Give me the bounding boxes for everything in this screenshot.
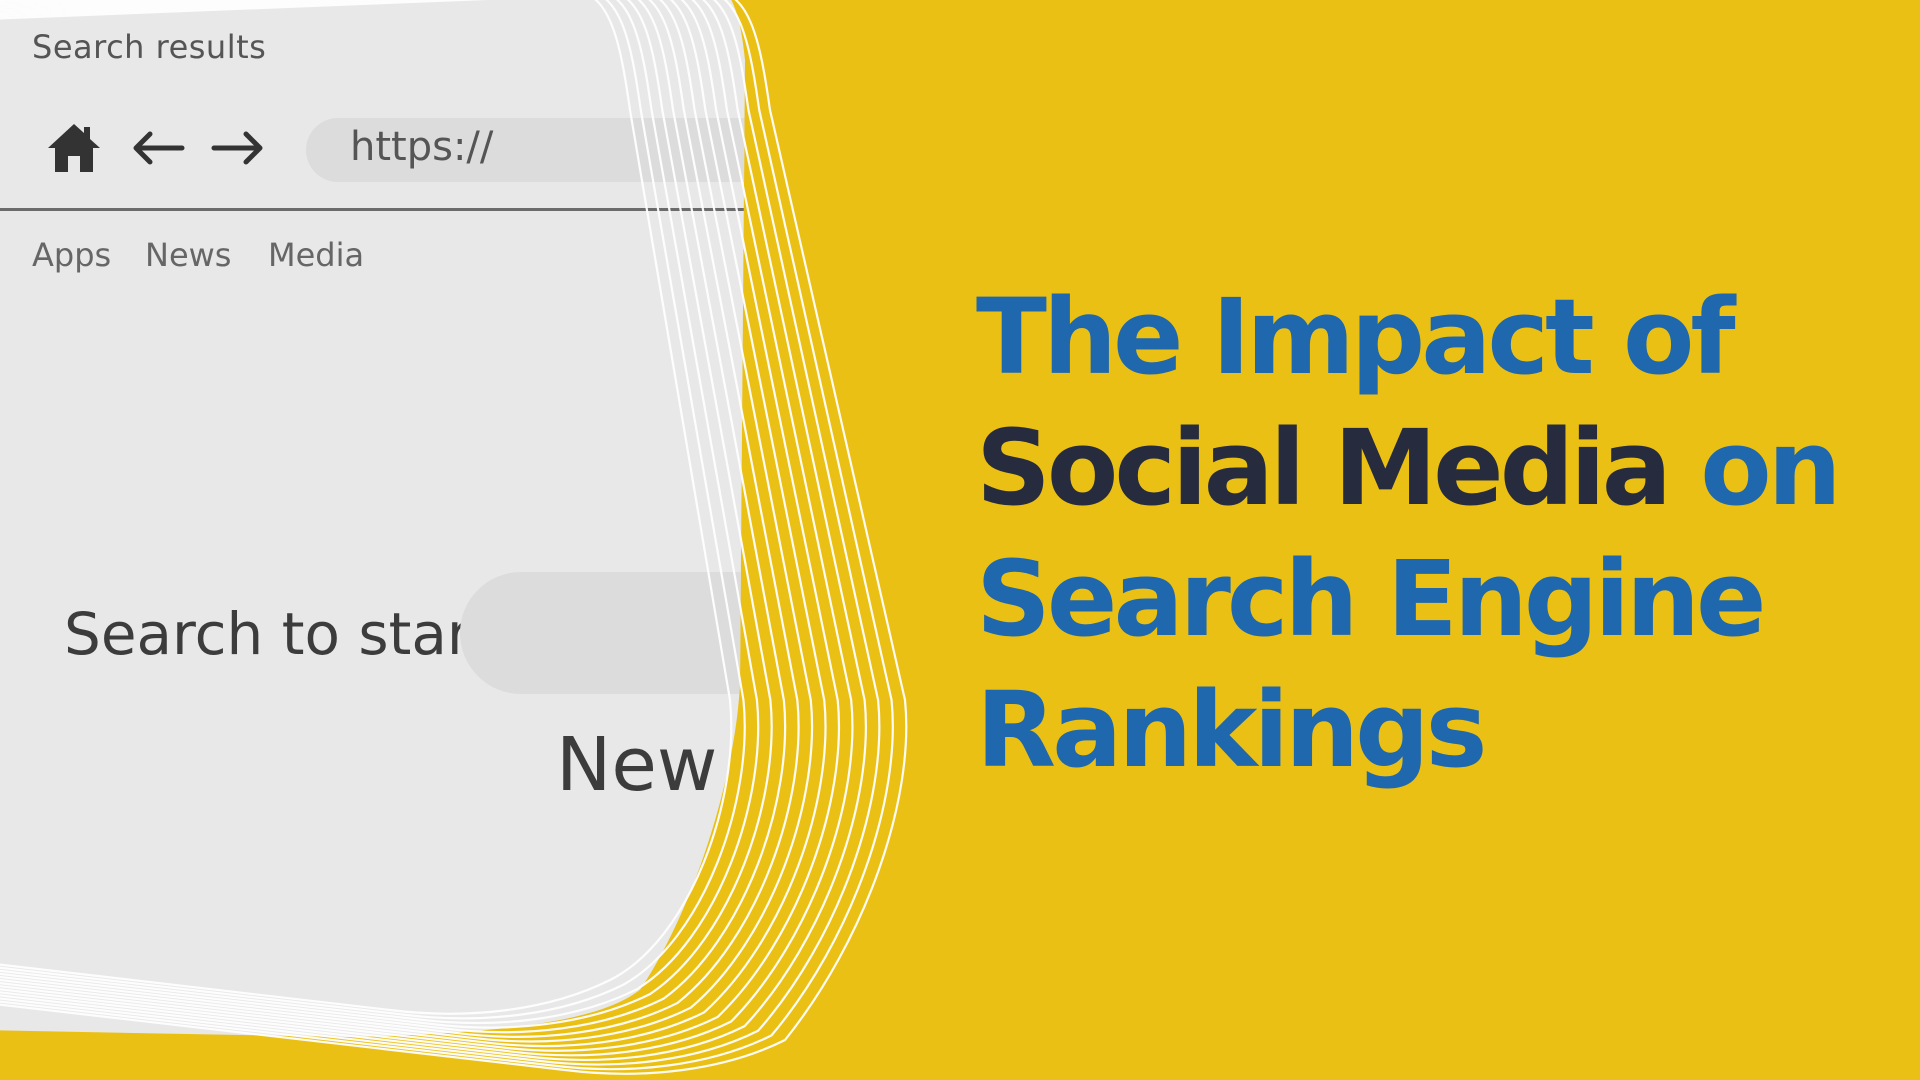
search-label: Search to start <box>64 600 494 668</box>
partial-new-text: New <box>556 722 718 808</box>
headline-line-2-blue: on <box>1700 407 1841 529</box>
bookmark-apps[interactable]: Apps <box>32 236 112 274</box>
swirl-line <box>0 0 867 1061</box>
toolbar-divider <box>0 208 760 211</box>
browser-title: Search results <box>32 28 267 66</box>
headline-line-4: Rankings <box>976 669 1487 791</box>
swirl-line <box>0 0 827 1048</box>
bookmark-media[interactable]: Media <box>268 236 365 274</box>
swirl-line <box>0 0 787 1034</box>
back-arrow-icon[interactable] <box>128 118 188 178</box>
swirl-line <box>0 0 814 1043</box>
headline-line-2-dark: Social Media <box>976 407 1672 529</box>
swirl-line <box>0 0 746 1020</box>
swirl-line <box>0 0 908 1075</box>
browser-panel-background <box>0 0 745 1041</box>
swirl-line <box>0 0 733 1015</box>
swirl-line <box>0 0 881 1066</box>
swirl-line <box>0 0 854 1057</box>
swirl-line <box>0 0 773 1029</box>
forward-arrow-icon[interactable] <box>208 118 268 178</box>
headline-line-1: The Impact of <box>976 276 1736 398</box>
swirl-line <box>0 0 800 1038</box>
url-text: https:// <box>350 124 494 170</box>
home-icon[interactable] <box>44 118 104 178</box>
headline: The Impact of Social Media on Search Eng… <box>976 272 1876 796</box>
swirl-line <box>0 0 760 1025</box>
headline-line-3: Search Engine <box>976 538 1767 660</box>
bookmark-news[interactable]: News <box>145 236 232 274</box>
swirl-line <box>0 0 840 1052</box>
swirl-line <box>0 0 894 1071</box>
